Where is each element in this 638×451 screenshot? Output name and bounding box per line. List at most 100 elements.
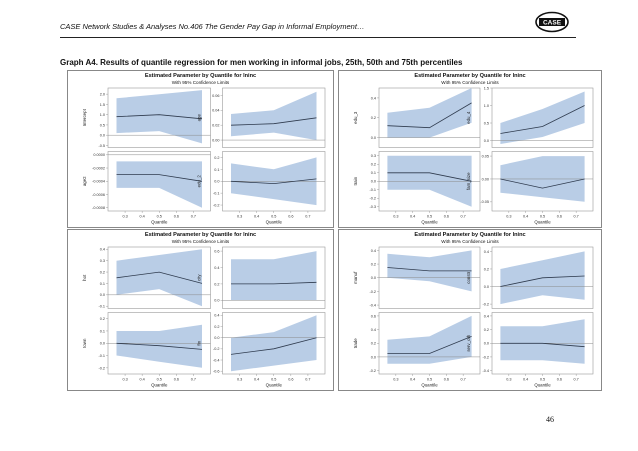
chart-plot-area: -0.4 -0.2 0.0 0.2 0.4 manuf -0.2 0.0 0.2 0.4 const… xyxy=(353,246,594,388)
y-tick-label: 0.0000 xyxy=(93,153,105,157)
y-tick-label: 0.4 xyxy=(100,248,105,252)
y-tick-label: 1.0 xyxy=(100,113,105,117)
x-tick-label: 0.3 xyxy=(237,378,242,382)
x-tick-label: 0.4 xyxy=(523,215,528,219)
confidence-band xyxy=(500,91,585,144)
y-tick-label: 0.4 xyxy=(214,266,219,270)
panel-subtitle: With 95% Confidence Limits xyxy=(171,80,230,85)
running-header: CASE Network Studies & Analyses No.406 T… xyxy=(60,22,365,31)
y-tick-label: 0.0 xyxy=(484,342,489,346)
y-tick-label: -0.0004 xyxy=(92,180,105,184)
y-tick-label: 0.00 xyxy=(212,138,219,142)
x-tick-label: 0.3 xyxy=(393,215,398,219)
chart-plot-area: 0.00.20.4edu_30.00.51.01.5edu_4-0.3-0.2-… xyxy=(353,86,594,225)
y-tick-label: 1.0 xyxy=(484,104,489,108)
y-tick-label: 0.2 xyxy=(214,156,219,160)
y-tick-label: 0.0 xyxy=(214,180,219,184)
chart-plot-area: -0.10.00.10.20.30.4hot0.00.20.40.6city-0… xyxy=(82,246,326,388)
subplot-age: 0.00 0.02 0.04 0.06 age xyxy=(197,87,326,148)
logo-text: CASE xyxy=(543,20,562,27)
subplot-hot: -0.1 0.0 0.1 0.2 0.3 0.4 hot xyxy=(82,246,211,309)
x-tick-label: 0.6 xyxy=(557,378,562,382)
y-tick-label: 0.2 xyxy=(100,270,105,274)
x-tick-label: 0.6 xyxy=(288,378,293,382)
y-tick-label: 0.0 xyxy=(371,136,376,140)
y-tick-label: 0.05 xyxy=(482,154,489,158)
y-tick-label: 0.2 xyxy=(371,262,376,266)
estimate-line xyxy=(500,105,585,134)
variable-label: age2 xyxy=(82,176,87,186)
y-tick-label: 0.4 xyxy=(371,96,376,100)
x-axis-label: Quantile xyxy=(534,383,551,388)
x-tick-label: 0.3 xyxy=(393,378,398,382)
subplot-fin: -0.6 -0.4 -0.2 0.0 0.2 0.4 fin 0.3 0.4 0.5 0.6 0.7 Q… xyxy=(197,312,326,388)
x-tick-label: 0.4 xyxy=(140,215,145,219)
x-axis-label: Quantile xyxy=(421,220,438,225)
estimate-line xyxy=(116,271,203,284)
y-tick-label: -0.05 xyxy=(480,200,489,204)
x-tick-label: 0.7 xyxy=(305,378,310,382)
y-tick-label: 0.6 xyxy=(214,250,219,254)
x-tick-label: 0.5 xyxy=(271,378,276,382)
variable-label: city xyxy=(197,274,202,281)
x-tick-label: 0.4 xyxy=(523,378,528,382)
confidence-band xyxy=(116,161,202,208)
x-tick-label: 0.5 xyxy=(427,215,432,219)
x-axis-label: Quantile xyxy=(266,220,283,225)
y-tick-label: -0.6 xyxy=(213,370,220,374)
subplot-age2: -0.0008 -0.0006 -0.0004 -0.0002 0.0000 age2 0.… xyxy=(82,151,211,225)
y-tick-label: 0.0 xyxy=(100,342,105,346)
variable-label: fam_size xyxy=(466,172,471,190)
x-tick-label: 0.5 xyxy=(540,215,545,219)
y-tick-label: -0.2 xyxy=(98,366,105,370)
y-tick-label: 0.0 xyxy=(484,139,489,143)
x-tick-label: 0.3 xyxy=(122,378,127,382)
subplot-trade: -0.2 0.0 0.2 0.4 0.6 trade 0.3 0.4 0.5 0.6 0.7 Quan… xyxy=(353,312,481,388)
x-tick-label: 0.7 xyxy=(191,378,196,382)
y-tick-label: 2.0 xyxy=(100,93,105,97)
variable-label: trade xyxy=(353,338,358,349)
chart-panel-1: Estimated Parameter by Quantile for lnin… xyxy=(67,70,334,228)
case-logo: CASE xyxy=(535,11,569,33)
header-rule xyxy=(60,37,576,38)
y-tick-label: -0.2 xyxy=(369,369,376,373)
estimate-line xyxy=(387,336,472,354)
x-tick-label: 0.5 xyxy=(157,215,162,219)
y-tick-label: 0.1 xyxy=(371,171,376,175)
x-tick-label: 0.5 xyxy=(157,378,162,382)
confidence-band xyxy=(231,91,317,141)
y-tick-label: 0.1 xyxy=(100,329,105,333)
estimate-line xyxy=(500,342,585,348)
chart-panel-2: Estimated Parameter by Quantile for lnin… xyxy=(338,70,602,228)
panel-title: Estimated Parameter by Quantile for lnin… xyxy=(414,73,526,79)
x-tick-label: 0.6 xyxy=(288,215,293,219)
estimate-line xyxy=(116,174,203,182)
y-tick-label: 0.2 xyxy=(214,282,219,286)
x-tick-label: 0.7 xyxy=(574,378,579,382)
variable-label: edu_2 xyxy=(197,175,202,188)
estimate-line xyxy=(500,178,585,189)
variable-label: edu_3 xyxy=(353,111,358,124)
y-tick-label: -0.1 xyxy=(213,192,220,196)
x-tick-label: 0.3 xyxy=(506,215,511,219)
variable-label: town xyxy=(82,338,87,348)
y-tick-label: -0.5 xyxy=(98,144,105,148)
y-tick-label: 0.1 xyxy=(100,282,105,286)
y-tick-label: 0.2 xyxy=(371,163,376,167)
page-number: 46 xyxy=(546,415,554,424)
panel-subtitle: With 95% Confidence Limits xyxy=(441,239,499,244)
x-axis-label: Quantile xyxy=(151,220,168,225)
chart-panel-3: Estimated Parameter by Quantile for lnin… xyxy=(67,229,334,391)
x-tick-label: 0.5 xyxy=(540,378,545,382)
subplot-edu_4: 0.0 0.5 1.0 1.5 edu_4 xyxy=(466,86,594,148)
y-tick-label: 0.0 xyxy=(214,336,219,340)
y-tick-label: -0.2 xyxy=(482,355,489,359)
y-tick-label: 0.5 xyxy=(484,121,489,125)
x-axis-label: Quantile xyxy=(151,383,168,388)
confidence-band xyxy=(500,319,585,364)
x-tick-label: 0.7 xyxy=(305,215,310,219)
y-tick-label: 1.5 xyxy=(100,103,105,107)
variable-label: fin xyxy=(197,340,202,345)
confidence-band xyxy=(387,88,472,138)
y-tick-label: 0.0 xyxy=(100,293,105,297)
